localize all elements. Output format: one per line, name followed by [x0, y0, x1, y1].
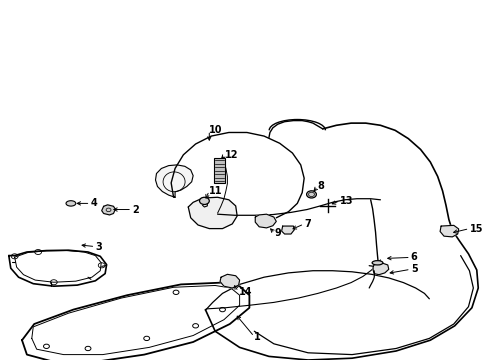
- Text: 2: 2: [132, 204, 139, 215]
- Text: 9: 9: [274, 228, 281, 238]
- Polygon shape: [9, 250, 106, 286]
- Text: 6: 6: [410, 252, 417, 262]
- Polygon shape: [220, 274, 239, 288]
- Ellipse shape: [371, 261, 382, 265]
- Text: 10: 10: [209, 125, 223, 135]
- Text: 15: 15: [468, 224, 482, 234]
- Text: 3: 3: [95, 242, 102, 252]
- Text: 11: 11: [209, 186, 223, 196]
- Text: 1: 1: [254, 332, 261, 342]
- Polygon shape: [281, 226, 294, 234]
- Text: 7: 7: [304, 219, 310, 229]
- Text: 13: 13: [339, 196, 353, 206]
- Polygon shape: [22, 283, 249, 360]
- Ellipse shape: [66, 201, 76, 206]
- Circle shape: [199, 197, 209, 204]
- Text: 12: 12: [224, 150, 238, 160]
- Text: 4: 4: [90, 198, 97, 208]
- Polygon shape: [155, 165, 193, 197]
- Polygon shape: [102, 205, 115, 215]
- Polygon shape: [188, 197, 237, 229]
- Text: 8: 8: [317, 181, 324, 192]
- Polygon shape: [439, 225, 458, 237]
- Circle shape: [306, 191, 316, 198]
- Polygon shape: [255, 214, 276, 228]
- Bar: [214, 158, 224, 183]
- Text: 5: 5: [410, 264, 417, 274]
- Text: 14: 14: [238, 287, 252, 297]
- Polygon shape: [372, 263, 388, 275]
- Polygon shape: [205, 123, 477, 360]
